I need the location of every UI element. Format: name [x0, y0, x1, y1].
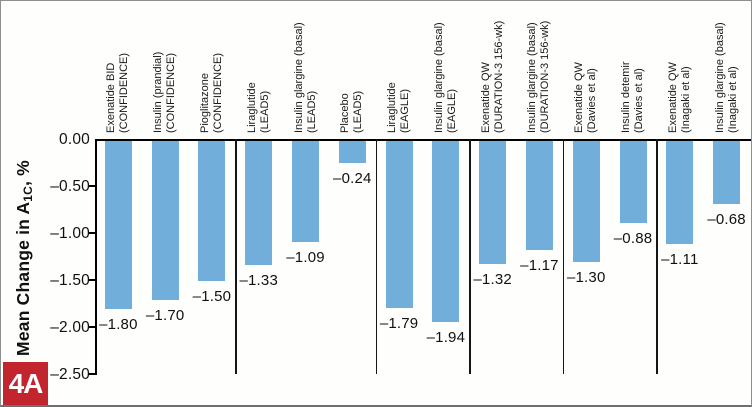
bar-value-label: –1.70 — [145, 306, 185, 324]
bar-column-label-line2: (LEAD5) — [258, 90, 271, 133]
bar-column-label: Pioglitazone (CONFIDENCE) — [199, 53, 225, 133]
bar — [385, 141, 413, 309]
bar-column-label-line2: (EAGLE) — [399, 88, 412, 133]
bar — [292, 141, 320, 243]
bar-value-label: –0.24 — [333, 169, 372, 187]
bar-column-label: Insulin glargine (basal) (EAGLE) — [433, 22, 459, 133]
bar-value-label: –1.09 — [286, 249, 325, 267]
bar-column-label-line2: (Davies et al) — [633, 68, 646, 133]
bar-column-label: Exenatide BID (CONFIDENCE) — [105, 53, 131, 133]
bar — [245, 141, 273, 266]
bar-column-label-line2: (EAGLE) — [445, 88, 458, 133]
bar-column-label-line1: Insulin detemir — [620, 61, 633, 133]
bar-column-label-line1: Exenatide QW — [573, 62, 586, 133]
bar-column-label-line1: Insulin (prandial) — [152, 51, 165, 133]
bar-value-label: –1.32 — [473, 271, 512, 289]
bar — [525, 141, 553, 250]
bar-column-label: Insulin detemir (Davies et al) — [620, 61, 646, 133]
bar-column-label-line1: Exenatide QW — [666, 62, 679, 133]
group-separator — [656, 139, 658, 374]
bar-column-label: Liraglutide (LEAD5) — [246, 82, 272, 133]
bar-value-label: –1.33 — [239, 272, 279, 290]
y-tick — [89, 279, 95, 281]
y-axis-line — [95, 139, 97, 375]
y-tick — [89, 232, 95, 234]
x-axis-zero-line — [95, 139, 751, 141]
y-tick-label: –2.50 — [50, 366, 90, 383]
bar-column-label-line2: (DURATION-3 156-wk) — [539, 20, 552, 133]
bar — [104, 141, 132, 310]
bar-column-label: Insulin glargine (basal) (Inagaki et al) — [714, 22, 740, 133]
bar-column-label-line1: Insulin glargine (basal) — [432, 22, 445, 133]
panel-label: 4A — [8, 368, 44, 399]
bar-column-label-line1: Insulin glargine (basal) — [713, 22, 726, 133]
bar-column-label-line2: (DURATION-3 156-wk) — [492, 20, 505, 133]
bar — [713, 141, 741, 204]
group-separator — [562, 139, 565, 374]
group-separator — [235, 139, 237, 374]
y-tick-label: –0.50 — [50, 178, 90, 195]
bar-column-label: Exenatide QW (Inagaki et al) — [667, 62, 693, 133]
bar-column-label: Exenatide QW (DURATION-3 156-wk) — [480, 21, 506, 133]
bar-column-label: Insulin glargine (basal) (LEAD5) — [293, 22, 319, 133]
bar-column-label-line1: Insulin glargine (basal) — [292, 22, 305, 133]
bar — [666, 141, 694, 245]
group-separator — [469, 139, 471, 374]
bar-value-label: –0.68 — [707, 210, 746, 228]
bar-value-label: –1.30 — [566, 269, 606, 287]
bar-column-label-line2: (Inagaki et al) — [679, 66, 692, 133]
bar-value-label: –1.17 — [520, 256, 559, 274]
bar-column-label-line1: Placebo — [339, 93, 352, 133]
bar-column-label-line2: (CONFIDENCE) — [211, 52, 224, 133]
bar-column-label: Placebo (LEAD5) — [339, 91, 365, 133]
bar-column-label-line2: (CONFIDENCE) — [118, 52, 131, 133]
y-tick-label: 0.00 — [59, 131, 90, 148]
y-tick-label: –2.00 — [50, 319, 90, 336]
bar-column-label-line1: Exenatide BID — [105, 62, 118, 133]
y-tick — [89, 185, 95, 187]
bar — [432, 141, 460, 323]
bar — [338, 141, 366, 163]
bar — [198, 141, 226, 281]
bar — [151, 141, 179, 300]
y-tick — [89, 326, 95, 328]
y-tick-label: –1.50 — [50, 272, 90, 289]
bar-column-label-line2: (LEAD5) — [305, 90, 318, 133]
panel-label-badge: 4A — [3, 362, 48, 405]
y-tick-label: –1.00 — [50, 225, 90, 242]
bar-column-label-line1: Insulin glargine (basal) — [526, 22, 539, 133]
group-separator — [375, 139, 378, 374]
bar-column-label: Exenatide QW (Davies et al) — [573, 62, 599, 133]
bar-value-label: –0.88 — [613, 229, 653, 247]
bar-column-label-line2: (LEAD5) — [352, 90, 365, 133]
bar-value-label: –1.11 — [661, 251, 699, 269]
bar-column-label-line1: Exenatide QW — [479, 62, 492, 133]
bar-column-label-line1: Pioglitazone — [198, 73, 211, 133]
bar-value-label: –1.94 — [426, 329, 466, 347]
bar-column-label-line2: (CONFIDENCE) — [165, 52, 178, 133]
y-tick — [89, 373, 95, 375]
bar-column-label-line1: Liraglutide — [386, 82, 399, 133]
bar — [572, 141, 600, 263]
bar-column-label-line2: (Davies et al) — [586, 68, 599, 133]
bar-value-label: –1.80 — [99, 316, 138, 334]
bar — [479, 141, 507, 265]
bar-value-label: –1.79 — [379, 315, 419, 333]
bar-column-label: Insulin glargine (basal) (DURATION-3 156-… — [526, 21, 552, 133]
bar-column-label-line2: (Inagaki et al) — [726, 66, 739, 133]
bar-column-label-line1: Liraglutide — [245, 82, 258, 133]
bar-value-label: –1.50 — [192, 288, 232, 305]
bar — [619, 141, 647, 223]
bar-column-label: Insulin (prandial) (CONFIDENCE) — [152, 52, 178, 133]
bar-column-label: Liraglutide (EAGLE) — [386, 82, 412, 133]
